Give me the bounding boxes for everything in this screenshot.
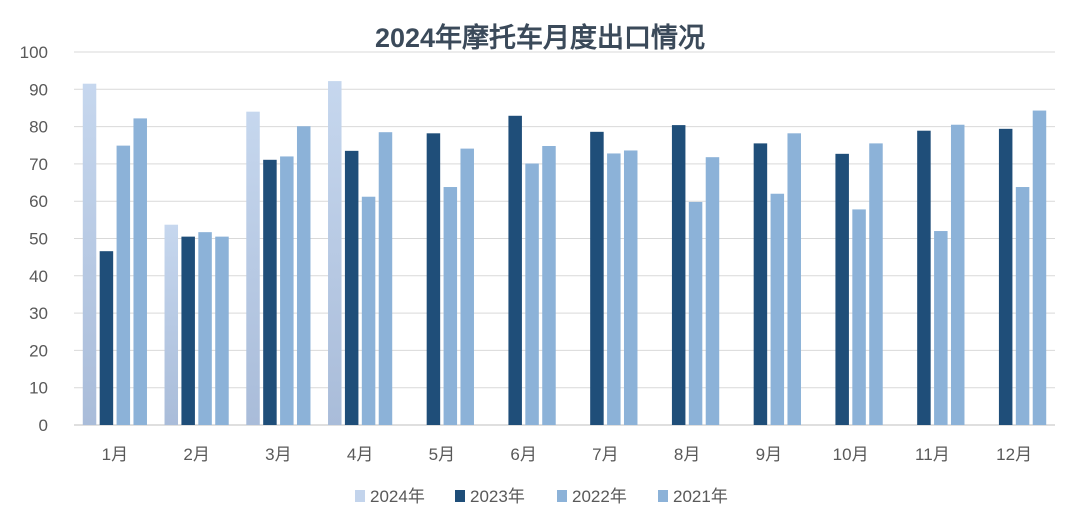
y-tick-label: 30 (29, 304, 48, 323)
x-tick-label: 9月 (756, 445, 782, 464)
bar-2021年-12月 (1032, 110, 1047, 425)
x-tick-label: 8月 (674, 445, 700, 464)
x-tick-label: 10月 (833, 445, 869, 464)
x-tick-label: 1月 (102, 445, 128, 464)
gridlines (74, 51, 1055, 426)
bar-2023年-10月 (835, 153, 849, 426)
bar-2021年-2月 (215, 236, 229, 425)
bar-2023年-7月 (590, 131, 604, 425)
bar-2022年-10月 (852, 209, 866, 425)
y-tick-label: 80 (29, 118, 48, 137)
y-tick-label: 10 (29, 379, 48, 398)
bar-2021年-6月 (542, 145, 556, 425)
x-axis-ticks: 1月 2月 3月 4月 5月 6月 7月 8月 9月 10月 11月 12月 (102, 445, 1032, 464)
bar-2023年-8月 (671, 125, 686, 425)
legend-label-2024年: 2024年 (370, 487, 425, 506)
x-tick-label: 4月 (347, 445, 373, 464)
bar-2022年-4月 (361, 196, 376, 425)
bar-2023年-3月 (263, 159, 277, 425)
bar-2021年-8月 (705, 157, 720, 425)
y-axis-ticks: 0 10 20 30 40 50 60 70 80 90 100 (20, 43, 48, 435)
legend-swatch-2023年 (455, 490, 465, 502)
x-tick-label: 2月 (183, 445, 209, 464)
bar-2022年-11月 (934, 231, 948, 425)
bar-2022年-9月 (770, 193, 785, 425)
bar-2022年-6月 (525, 163, 539, 426)
bar-2022年-5月 (443, 187, 458, 425)
legend-swatch-2024年 (355, 490, 365, 502)
legend-swatch-2022年 (557, 490, 567, 502)
bar-2021年-4月 (378, 132, 393, 425)
legend-label-2021年: 2021年 (673, 487, 728, 506)
bar-2022年-12月 (1015, 187, 1030, 425)
x-tick-label: 7月 (592, 445, 618, 464)
y-tick-label: 90 (29, 80, 48, 99)
bar-2021年-11月 (950, 124, 965, 426)
bar-2023年-12月 (998, 128, 1013, 425)
y-tick-label: 70 (29, 155, 48, 174)
bar-2021年-5月 (460, 148, 474, 425)
x-tick-label: 3月 (265, 445, 291, 464)
bar-2022年-2月 (198, 232, 212, 425)
bar-2024年-3月 (246, 111, 260, 426)
x-tick-label: 6月 (510, 445, 536, 464)
bar-2022年-3月 (280, 156, 294, 425)
x-tick-label: 5月 (429, 445, 455, 464)
bar-2021年-10月 (869, 143, 883, 425)
bar-2021年-3月 (296, 126, 311, 426)
y-tick-label: 60 (29, 192, 48, 211)
bar-2023年-11月 (917, 130, 931, 425)
y-tick-label: 50 (29, 230, 48, 249)
bar-2021年-1月 (133, 118, 147, 426)
bar-2024年-2月 (164, 224, 179, 425)
bar-2024年-1月 (82, 83, 97, 425)
bar-2022年-7月 (607, 153, 621, 425)
y-tick-label: 100 (20, 43, 48, 62)
x-tick-label: 12月 (996, 445, 1032, 464)
bar-2023年-2月 (181, 236, 195, 425)
bar-2023年-1月 (99, 251, 114, 425)
bar-2022年-1月 (116, 145, 131, 426)
y-tick-label: 0 (39, 416, 48, 435)
bar-2021年-9月 (787, 133, 801, 425)
bar-2023年-6月 (508, 115, 522, 426)
bar-2023年-4月 (344, 150, 359, 425)
bar-2023年-9月 (753, 143, 768, 425)
legend: 2024年 2023年 2022年 2021年 (355, 487, 728, 506)
bar-2024年-4月 (328, 81, 342, 426)
legend-label-2022年: 2022年 (572, 487, 627, 506)
bar-2023年-5月 (426, 133, 441, 425)
bar-2021年-7月 (623, 150, 638, 426)
y-tick-label: 20 (29, 341, 48, 360)
legend-swatch-2021年 (658, 490, 668, 502)
x-tick-label: 11月 (915, 445, 950, 464)
bars (82, 81, 1047, 426)
y-tick-label: 40 (29, 267, 48, 286)
bar-2022年-8月 (688, 201, 703, 425)
legend-label-2023年: 2023年 (470, 487, 525, 506)
chart-title: 2024年摩托车月度出口情况 (375, 22, 705, 53)
